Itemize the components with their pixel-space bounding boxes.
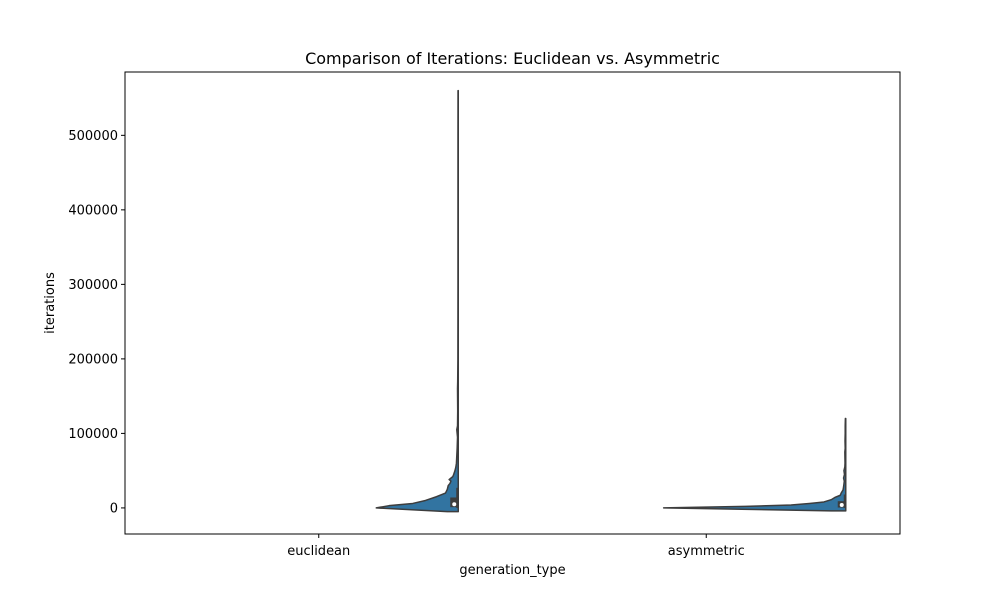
violin-asymmetric: [662, 417, 847, 512]
y-tick-label: 100000: [68, 427, 118, 442]
y-tick-label: 300000: [68, 278, 118, 293]
median-euclidean: [452, 502, 457, 507]
x-axis-ticks: euclidean asymmetric: [287, 534, 745, 559]
y-tick-label: 200000: [68, 352, 118, 367]
y-tick-label: 500000: [68, 129, 118, 144]
x-axis-label: generation_type: [459, 563, 565, 578]
violins-group: [375, 89, 847, 513]
y-tick-label: 400000: [68, 203, 118, 218]
plot-frame: [124, 71, 901, 535]
y-axis-label: iterations: [43, 272, 58, 334]
y-tick-label: 0: [110, 501, 118, 516]
chart-title: Comparison of Iterations: Euclidean vs. …: [305, 49, 720, 68]
x-tick-label: euclidean: [287, 544, 350, 559]
violin-euclidean: [375, 89, 459, 513]
x-tick-label: asymmetric: [668, 544, 745, 559]
y-axis-ticks: 0 100000 200000 300000 400000 500000: [68, 129, 125, 516]
median-asymmetric: [839, 502, 844, 507]
boxes-group: [450, 487, 846, 508]
